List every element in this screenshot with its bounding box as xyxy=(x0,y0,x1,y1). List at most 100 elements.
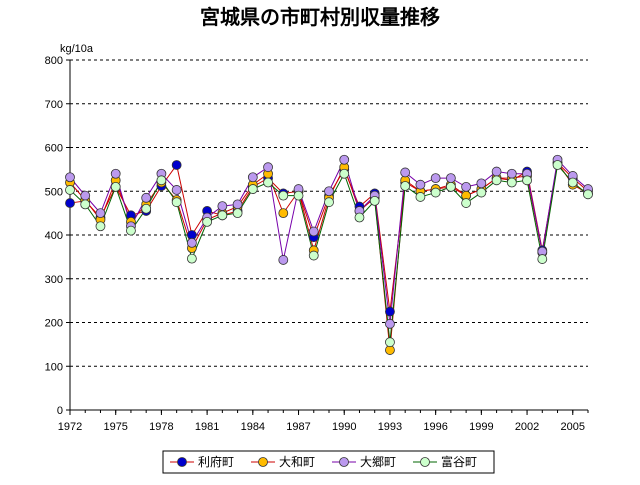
legend-marker-4 xyxy=(420,457,430,467)
data-point-3 xyxy=(232,199,243,210)
data-point-3 xyxy=(506,168,517,179)
chart-title: 宮城県の市町村別収量推移 xyxy=(200,5,440,29)
data-point-3 xyxy=(95,208,106,219)
data-point-3 xyxy=(65,172,75,183)
legend: 利府町 大和町 大郷町 富谷町 xyxy=(162,450,495,474)
data-point-4 xyxy=(400,181,411,191)
data-point-4 xyxy=(415,192,426,202)
data-point-3 xyxy=(80,190,91,201)
data-point-4 xyxy=(186,253,197,264)
data-point-1 xyxy=(385,306,395,317)
x-tick-label: 1978 xyxy=(149,421,173,433)
data-point-4 xyxy=(65,185,75,195)
y-tick-label: 400 xyxy=(45,230,63,242)
x-tick-label: 1984 xyxy=(241,421,265,433)
data-point-4 xyxy=(95,221,106,232)
x-tick-label: 1975 xyxy=(103,421,127,433)
data-point-4 xyxy=(278,190,289,201)
data-point-4 xyxy=(476,187,487,198)
data-point-4 xyxy=(522,175,532,186)
data-point-4 xyxy=(354,212,365,223)
legend-marker-3 xyxy=(339,457,349,467)
data-point-4 xyxy=(583,189,593,200)
data-point-3 xyxy=(263,162,273,173)
x-tick-label: 1993 xyxy=(378,421,402,433)
y-axis-unit-label: kg/10a xyxy=(60,43,94,55)
x-tick-label: 1981 xyxy=(195,421,219,433)
data-point-3 xyxy=(461,181,472,192)
data-point-4 xyxy=(369,195,380,206)
data-point-4 xyxy=(293,190,304,201)
y-tick-label: 200 xyxy=(45,318,63,330)
data-point-4 xyxy=(567,177,578,188)
data-point-3 xyxy=(308,226,319,237)
y-tick-label: 100 xyxy=(45,361,63,373)
data-point-3 xyxy=(110,168,121,179)
data-point-4 xyxy=(141,203,152,214)
data-point-4 xyxy=(202,216,213,227)
data-point-3 xyxy=(476,178,487,189)
y-tick-label: 800 xyxy=(45,55,63,67)
data-point-4 xyxy=(552,160,563,170)
data-point-4 xyxy=(308,250,319,261)
data-point-4 xyxy=(385,337,395,348)
data-point-3 xyxy=(217,201,228,212)
data-point-4 xyxy=(491,175,502,186)
y-tick-label: 0 xyxy=(57,405,63,417)
x-tick-label: 1999 xyxy=(469,421,493,433)
data-point-3 xyxy=(278,255,289,265)
data-point-4 xyxy=(506,177,517,188)
y-tick-labels: 0 100 200 300 400 500 600 700 800 xyxy=(45,55,63,417)
data-point-4 xyxy=(110,181,121,192)
data-point-4 xyxy=(80,199,91,210)
x-tick-label: 2005 xyxy=(561,421,585,433)
axes xyxy=(66,59,589,415)
legend-label-2: 大和町 xyxy=(279,455,315,469)
data-point-3 xyxy=(339,154,350,165)
legend-box xyxy=(162,450,495,474)
data-point-4 xyxy=(461,198,472,208)
data-point-4 xyxy=(171,197,182,208)
data-point-3 xyxy=(186,237,197,248)
data-point-4 xyxy=(445,181,456,192)
data-point-1 xyxy=(65,198,75,208)
y-tick-label: 700 xyxy=(45,99,63,111)
x-tick-label: 1996 xyxy=(423,421,447,433)
legend-marker-1 xyxy=(177,457,187,467)
data-point-4 xyxy=(537,254,548,264)
data-point-4 xyxy=(232,208,243,219)
data-point-4 xyxy=(339,168,350,179)
data-point-3 xyxy=(445,173,456,184)
legend-label-4: 富谷町 xyxy=(441,454,477,469)
x-tick-label: 1990 xyxy=(332,421,356,433)
x-tick-labels: 1972 1975 1978 1981 1984 1987 1990 1993 1996 1999… xyxy=(58,421,585,433)
data-point-4 xyxy=(263,177,273,188)
data-point-3 xyxy=(171,185,182,195)
data-point-4 xyxy=(247,184,258,194)
data-point-3 xyxy=(400,167,411,178)
data-point-2 xyxy=(278,208,289,219)
data-point-3 xyxy=(324,186,334,197)
y-tick-label: 500 xyxy=(45,186,63,198)
data-point-3 xyxy=(141,192,152,203)
data-point-3 xyxy=(415,179,426,190)
data-point-4 xyxy=(430,187,441,198)
legend-label-1: 利府町 xyxy=(198,454,234,469)
legend-label-3: 大郷町 xyxy=(360,455,396,469)
data-point-3 xyxy=(247,172,258,183)
data-point-4 xyxy=(126,225,136,236)
series-group xyxy=(65,154,593,355)
data-point-3 xyxy=(491,166,502,177)
legend-marker-2 xyxy=(258,457,268,467)
data-point-3 xyxy=(430,173,441,184)
y-tick-label: 600 xyxy=(45,143,63,155)
data-point-4 xyxy=(324,197,334,208)
x-tick-label: 2002 xyxy=(515,421,539,433)
x-tick-label: 1987 xyxy=(286,421,310,433)
data-point-3 xyxy=(385,318,395,329)
data-point-4 xyxy=(217,210,228,221)
data-point-1 xyxy=(171,160,182,170)
x-tick-label: 1972 xyxy=(58,421,82,433)
y-tick-label: 300 xyxy=(45,274,63,286)
